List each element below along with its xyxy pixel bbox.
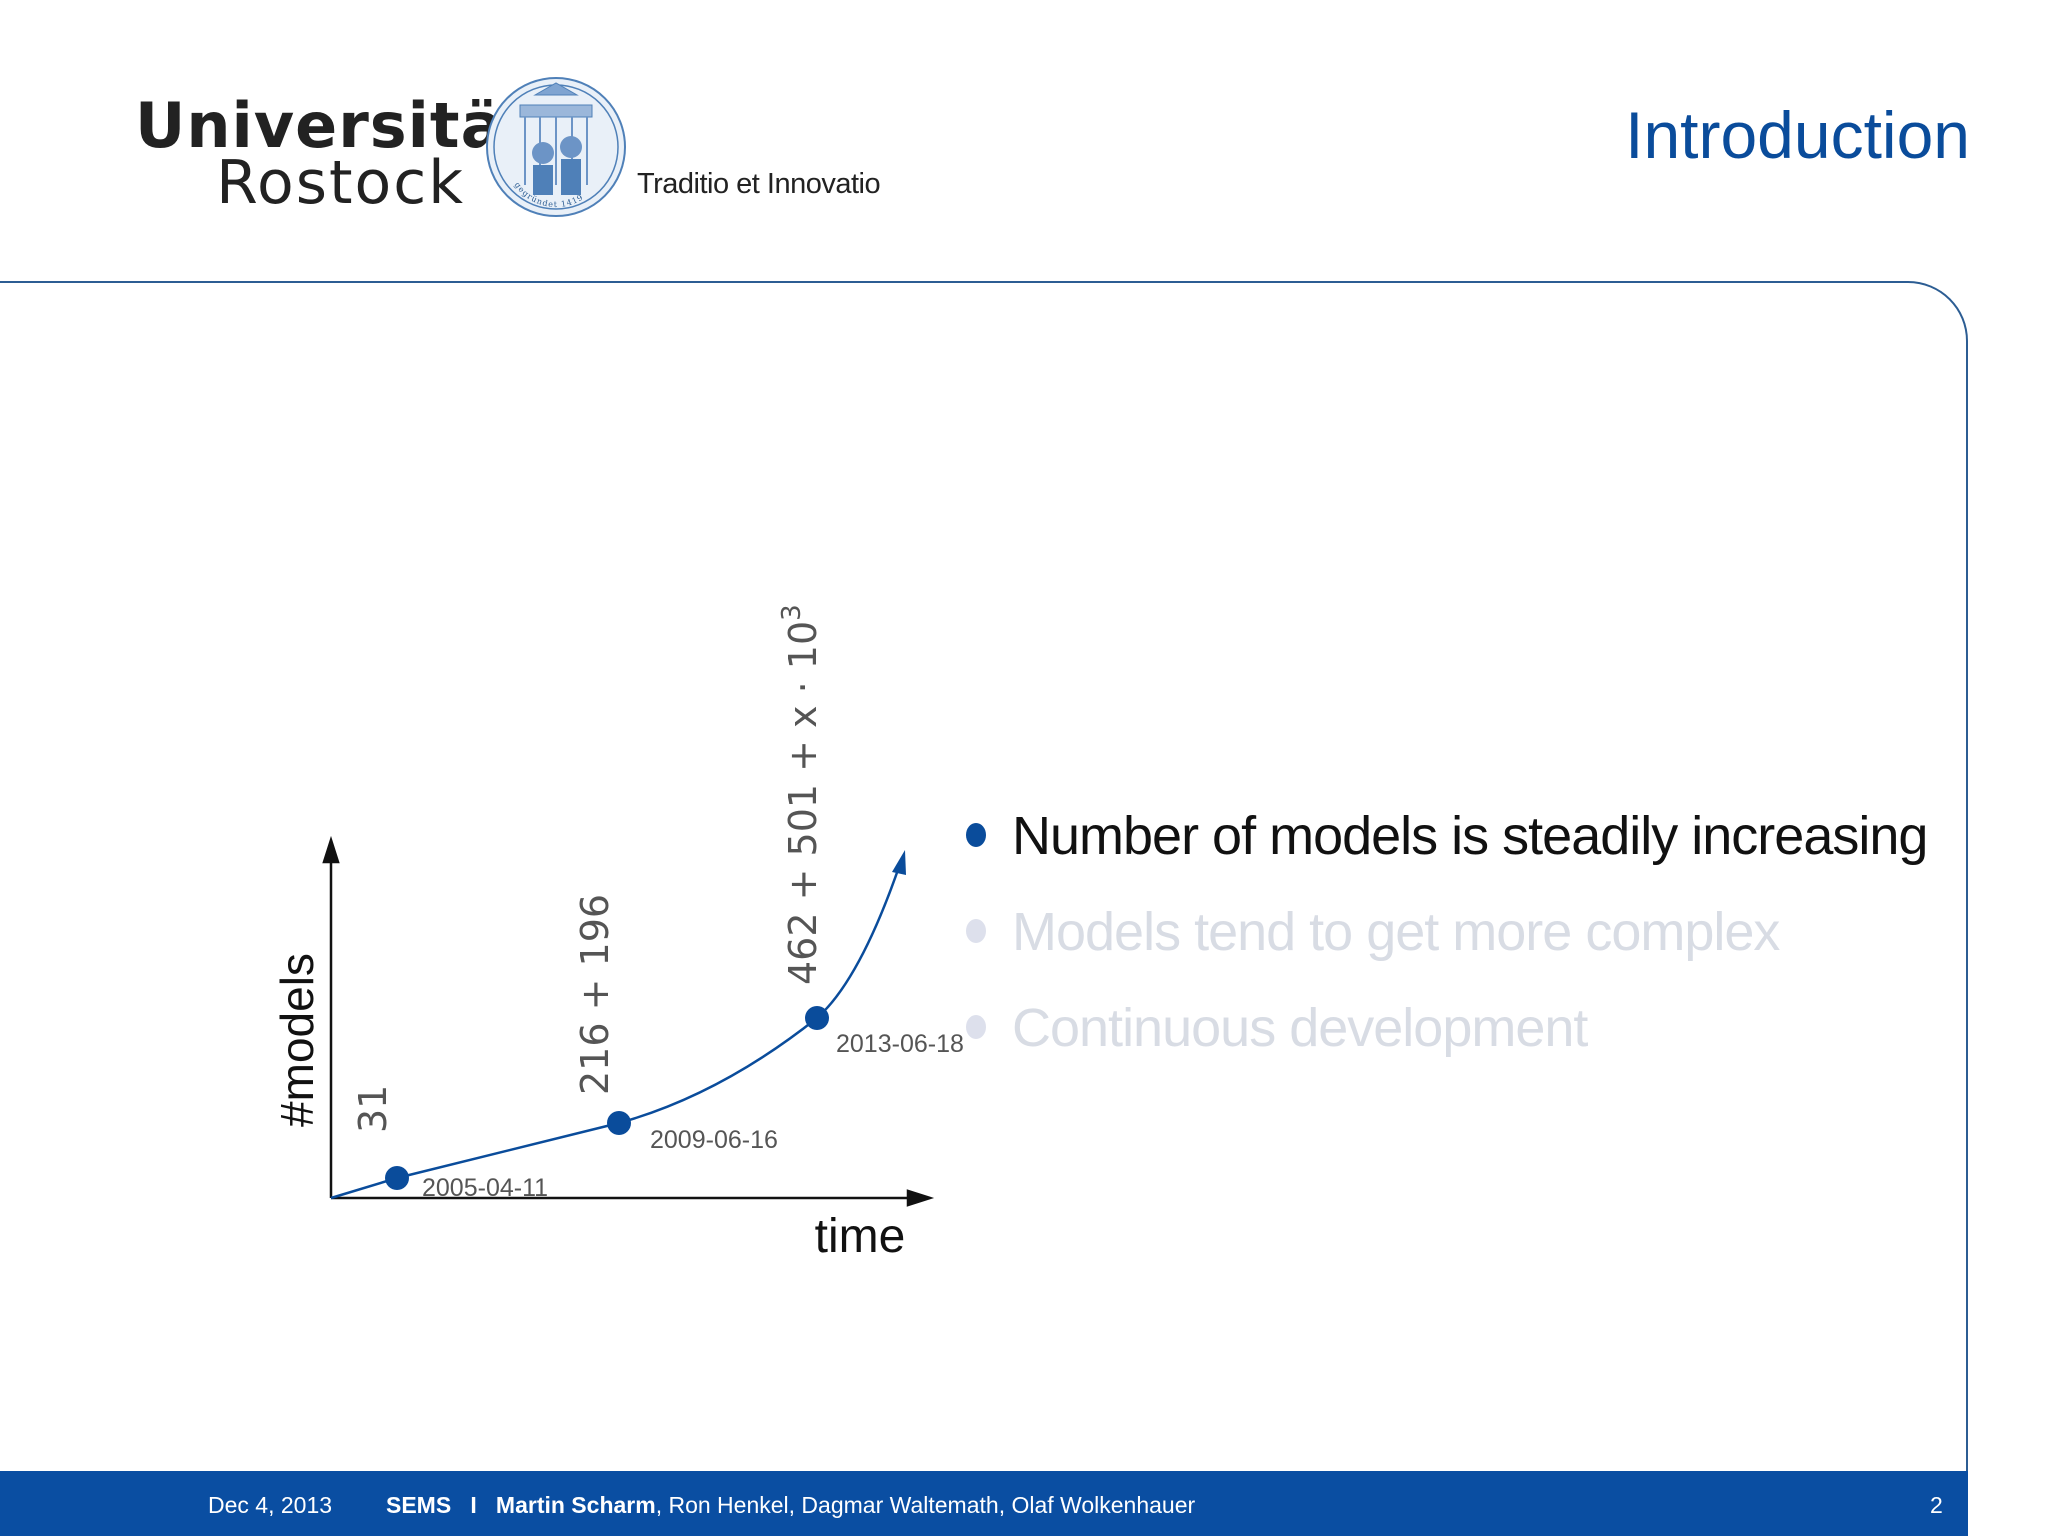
growth-curve <box>330 863 902 1200</box>
bullet-text: Number of models is steadily increasing <box>1012 806 1928 866</box>
slide-title: Introduction <box>1625 98 1970 172</box>
y-axis-arrowhead <box>322 835 340 864</box>
y-axis-label: #models <box>271 953 323 1127</box>
data-point <box>607 1111 631 1135</box>
bullet-item: Continuous development <box>960 997 1970 1093</box>
value-superscript: 3 <box>777 604 807 621</box>
bullet-dot-icon <box>966 823 986 847</box>
x-axis-arrowhead <box>906 1189 935 1207</box>
bullet-text: Models tend to get more complex <box>1012 902 1780 962</box>
university-motto: Traditio et Innovatio <box>637 168 881 200</box>
data-point-value: 462 + 501 + x · 103 <box>777 604 825 985</box>
bullet-list: Number of models is steadily increasing … <box>960 805 1970 1093</box>
bullet-text: Continuous development <box>1012 998 1588 1058</box>
data-point-value: 216 + 196 <box>573 894 617 1095</box>
data-point-date: 2005-04-11 <box>422 1174 548 1202</box>
data-point <box>805 1006 829 1030</box>
page-number: 2 <box>1930 1492 1943 1518</box>
bullet-item: Number of models is steadily increasing <box>960 805 1970 901</box>
footer-authors: SEMS I Martin Scharm, Ron Henkel, Dagmar… <box>386 1492 1195 1519</box>
data-point-value: 31 <box>351 1085 395 1133</box>
data-point <box>385 1166 409 1190</box>
bullet-dot-icon <box>966 1015 986 1039</box>
footer-date: Dec 4, 2013 <box>208 1492 333 1518</box>
footer-presenter: Martin Scharm <box>495 1492 656 1518</box>
bullet-item: Models tend to get more complex <box>960 901 1970 997</box>
university-seal-icon: gegründet 1419 <box>486 77 626 217</box>
footer-coauthors: , Ron Henkel, Dagmar Waltemath, Olaf Wol… <box>655 1492 1196 1518</box>
x-axis-label: time <box>815 1210 906 1263</box>
data-point-date: 2009-06-16 <box>650 1126 778 1154</box>
bullet-dot-icon <box>966 919 986 943</box>
content-frame <box>0 281 1968 1471</box>
footer-separator: I <box>470 1492 477 1518</box>
models-growth-chart: 2005-04-11 31 2009-06-16 216 + 196 2013-06-1… <box>271 604 964 1263</box>
curve-arrowhead <box>892 850 906 875</box>
data-point-date: 2013-06-18 <box>836 1030 964 1058</box>
footer-bar: Dec 4, 2013 SEMS I Martin Scharm, Ron He… <box>0 1471 1968 1536</box>
logo-line2: Rostock <box>216 148 465 218</box>
footer-project: SEMS <box>386 1492 452 1518</box>
